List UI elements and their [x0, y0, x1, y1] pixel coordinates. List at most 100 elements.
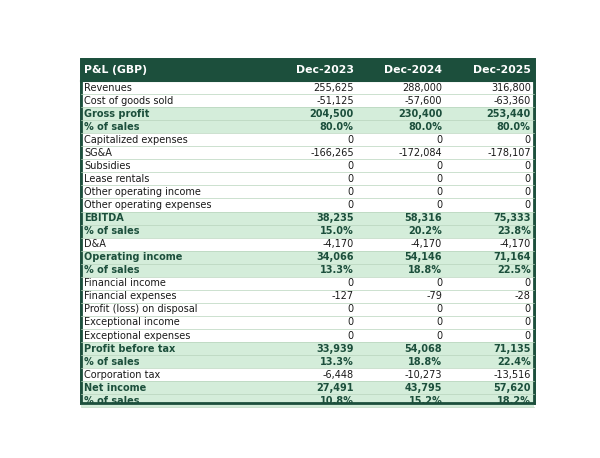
Text: Dec-2024: Dec-2024 — [384, 65, 442, 75]
Bar — [358, 394, 446, 407]
Bar — [80, 303, 269, 316]
Text: 0: 0 — [347, 305, 354, 314]
Bar — [269, 212, 358, 224]
Text: 0: 0 — [436, 135, 442, 145]
Text: 0: 0 — [436, 278, 442, 288]
Bar — [80, 133, 535, 146]
Text: 0: 0 — [347, 278, 354, 288]
Bar — [269, 159, 358, 172]
Bar — [80, 342, 269, 355]
Bar — [358, 146, 446, 159]
Bar — [80, 59, 269, 81]
Bar — [358, 133, 446, 146]
Bar — [269, 107, 358, 120]
Bar — [80, 224, 269, 238]
Text: Gross profit: Gross profit — [84, 109, 149, 119]
Text: 0: 0 — [524, 278, 531, 288]
Bar — [269, 94, 358, 107]
Bar — [446, 224, 535, 238]
Text: 80.0%: 80.0% — [409, 122, 442, 132]
Text: 80.0%: 80.0% — [497, 122, 531, 132]
Bar — [80, 238, 269, 251]
Text: Other operating income: Other operating income — [84, 187, 201, 197]
Bar — [269, 133, 358, 146]
Text: 15.2%: 15.2% — [409, 396, 442, 406]
Bar — [358, 238, 446, 251]
Bar — [446, 290, 535, 303]
Text: 18.8%: 18.8% — [408, 357, 442, 366]
Text: 13.3%: 13.3% — [320, 265, 354, 275]
Text: -127: -127 — [332, 291, 354, 301]
Bar — [80, 342, 535, 355]
Bar — [80, 290, 535, 303]
Bar — [358, 198, 446, 212]
Text: 0: 0 — [436, 305, 442, 314]
Text: Subsidies: Subsidies — [84, 161, 131, 171]
Text: 255,625: 255,625 — [313, 82, 354, 93]
Text: Other operating expenses: Other operating expenses — [84, 200, 212, 210]
Text: % of sales: % of sales — [84, 265, 140, 275]
Bar — [446, 381, 535, 394]
Text: Financial income: Financial income — [84, 278, 166, 288]
Bar — [358, 120, 446, 133]
Text: Revenues: Revenues — [84, 82, 132, 93]
Text: 0: 0 — [347, 135, 354, 145]
Text: % of sales: % of sales — [84, 226, 140, 236]
Text: 0: 0 — [436, 161, 442, 171]
Text: 0: 0 — [436, 174, 442, 184]
Bar — [446, 277, 535, 290]
Bar — [269, 329, 358, 342]
Text: 54,146: 54,146 — [405, 252, 442, 262]
Bar — [80, 251, 535, 264]
Text: 0: 0 — [347, 161, 354, 171]
Bar — [446, 185, 535, 198]
Text: 0: 0 — [524, 200, 531, 210]
Text: 22.4%: 22.4% — [497, 357, 531, 366]
Text: -172,084: -172,084 — [398, 148, 442, 158]
Text: % of sales: % of sales — [84, 122, 140, 132]
Text: -10,273: -10,273 — [405, 370, 442, 380]
Bar — [446, 303, 535, 316]
Text: -28: -28 — [515, 291, 531, 301]
Bar — [80, 238, 535, 251]
Bar — [80, 316, 535, 329]
Bar — [358, 316, 446, 329]
Bar — [269, 238, 358, 251]
Bar — [446, 81, 535, 94]
Bar — [446, 172, 535, 185]
Bar — [269, 198, 358, 212]
Bar — [80, 107, 535, 120]
Text: 0: 0 — [347, 174, 354, 184]
Text: 253,440: 253,440 — [487, 109, 531, 119]
Bar — [80, 290, 269, 303]
Text: 13.3%: 13.3% — [320, 357, 354, 366]
Text: 0: 0 — [524, 331, 531, 340]
Text: Cost of goods sold: Cost of goods sold — [84, 96, 173, 106]
Bar — [80, 159, 269, 172]
Text: Financial expenses: Financial expenses — [84, 291, 177, 301]
Bar — [358, 264, 446, 277]
Text: Profit (loss) on disposal: Profit (loss) on disposal — [84, 305, 198, 314]
Bar — [269, 120, 358, 133]
Bar — [80, 107, 269, 120]
Bar — [446, 94, 535, 107]
Bar — [269, 316, 358, 329]
Bar — [446, 394, 535, 407]
Text: -6,448: -6,448 — [323, 370, 354, 380]
Text: 27,491: 27,491 — [316, 383, 354, 393]
Bar — [446, 264, 535, 277]
Bar — [269, 290, 358, 303]
Bar — [80, 94, 535, 107]
Text: Dec-2023: Dec-2023 — [296, 65, 354, 75]
Text: Corporation tax: Corporation tax — [84, 370, 161, 380]
Text: 0: 0 — [436, 317, 442, 327]
Text: -13,516: -13,516 — [493, 370, 531, 380]
Text: 0: 0 — [524, 305, 531, 314]
Bar — [358, 81, 446, 94]
Bar — [446, 120, 535, 133]
Bar — [446, 133, 535, 146]
Bar — [80, 172, 269, 185]
Text: 15.0%: 15.0% — [320, 226, 354, 236]
Bar — [80, 81, 535, 94]
Bar — [80, 264, 269, 277]
